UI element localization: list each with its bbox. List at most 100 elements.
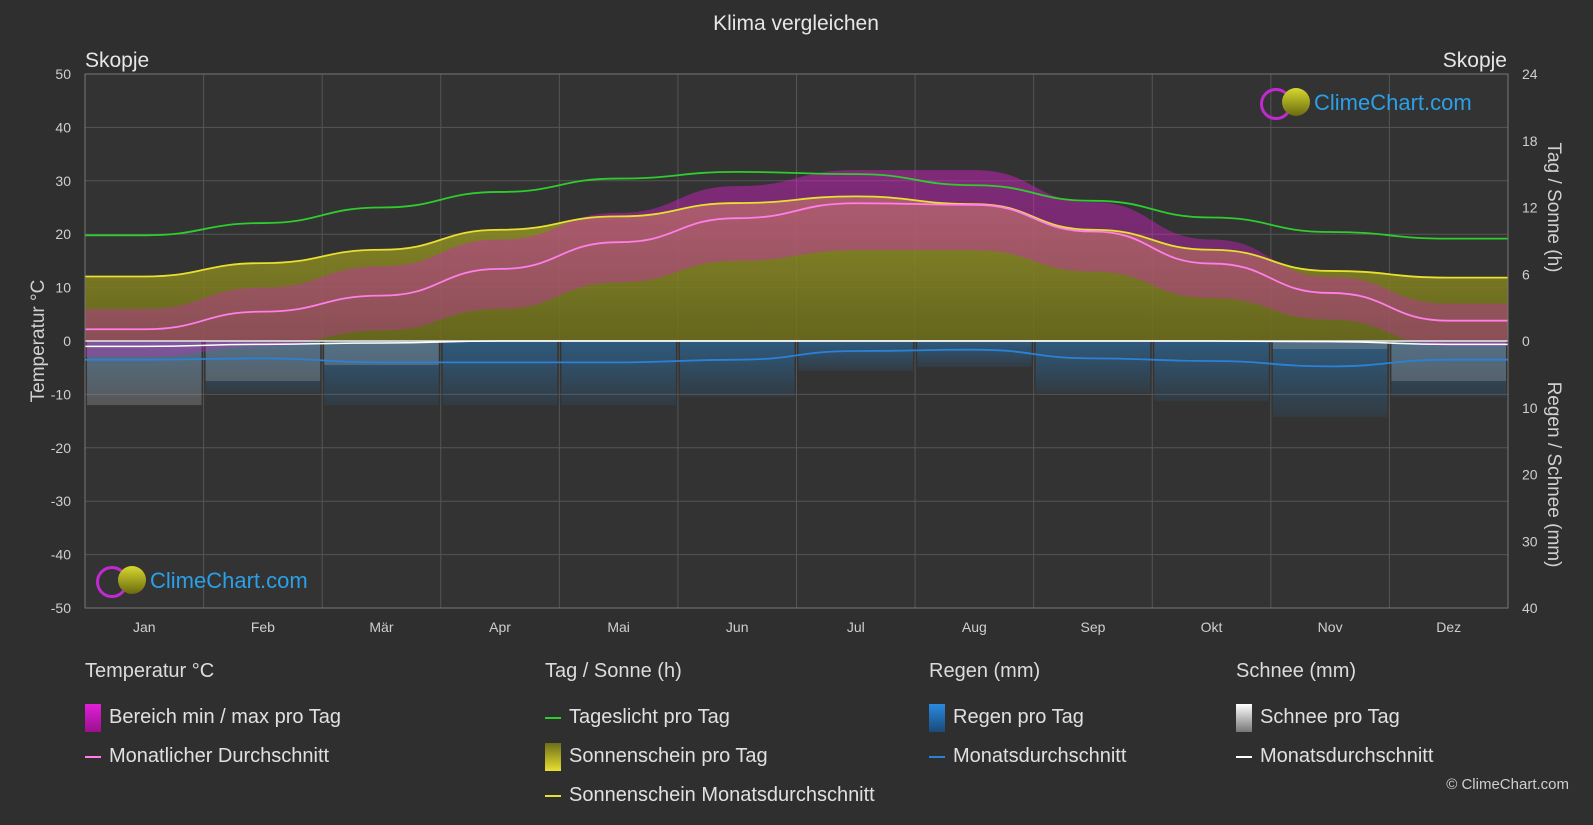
legend-label: Sonnenschein Monatsdurchschnitt — [569, 784, 875, 806]
location-left: Skopje — [85, 49, 149, 72]
y-right-bottom-tick-label: 40 — [1522, 600, 1538, 616]
legend-label: Regen pro Tag — [953, 706, 1084, 728]
copyright: © ClimeChart.com — [1446, 776, 1569, 793]
y-left-tick-label: -10 — [51, 386, 71, 402]
legend-temperature: Temperatur °C Bereich min / max pro Tag … — [85, 660, 341, 776]
x-tick-label: Jan — [133, 619, 156, 635]
logo-text: ClimeChart.com — [1314, 90, 1472, 115]
y-left-tick-label: 20 — [55, 226, 71, 242]
legend-header: Temperatur °C — [85, 660, 215, 682]
legend-item: Sonnenschein pro Tag — [545, 737, 875, 776]
rain-bar — [561, 341, 676, 406]
legend-item: Sonnenschein Monatsdurchschnitt — [545, 776, 875, 815]
legend-label: Bereich min / max pro Tag — [109, 706, 341, 728]
legend-item: Bereich min / max pro Tag — [85, 698, 341, 737]
sunshine-swatch — [545, 742, 561, 771]
rain-bar — [205, 341, 321, 394]
logo-bottom: ClimeChart.com — [96, 566, 308, 598]
legend-label: Monatsdurchschnitt — [1260, 745, 1434, 767]
sunshine-avg-line — [84, 195, 1508, 279]
y-right-bottom-tick-label: 20 — [1522, 467, 1538, 483]
rain-bar — [324, 341, 439, 406]
daylight-line — [85, 170, 1508, 240]
sunshine-avg-swatch — [545, 794, 561, 797]
location-right: Skopje — [1443, 49, 1507, 72]
axes: 50 40 30 20 10 0 -10 -20 -30 -40 -50 24 18 12 6 0 10 20 30… — [28, 66, 1564, 635]
y-left-tick-label: 50 — [55, 66, 71, 82]
y-right-top-tick-label: 18 — [1522, 133, 1538, 149]
legend-header: Tag / Sonne (h) — [545, 660, 682, 682]
y-left-tick-label: -20 — [51, 440, 71, 456]
y-left-axis-title: Temperatur °C — [28, 280, 49, 403]
legend-header: Schnee (mm) — [1236, 660, 1357, 682]
x-tick-label: Jun — [726, 619, 749, 635]
x-tick-label: Jul — [847, 619, 865, 635]
rain-avg-line — [85, 348, 1508, 368]
legend-label: Tageslicht pro Tag — [569, 706, 730, 728]
snow-swatch — [1236, 703, 1252, 732]
y-left-tick-label: 0 — [63, 333, 71, 349]
legend-item: Monatsdurchschnitt — [929, 737, 1126, 776]
legend-sun: Tag / Sonne (h) Tageslicht pro Tag Sonne… — [545, 660, 875, 815]
y-left-tick-label: 40 — [55, 119, 71, 135]
plot-area — [84, 73, 1509, 609]
x-tick-label: Dez — [1436, 619, 1461, 635]
y-left-tick-label: -30 — [51, 493, 71, 509]
legend-label: Schnee pro Tag — [1260, 706, 1400, 728]
x-tick-label: Okt — [1201, 619, 1223, 635]
x-tick-label: Aug — [962, 619, 987, 635]
y-right-top-axis-title: Tag / Sonne (h) — [1543, 143, 1564, 273]
y-right-bottom-tick-label: 30 — [1522, 533, 1538, 549]
temp-avg-line — [85, 202, 1508, 331]
y-right-top-tick-label: 6 — [1522, 266, 1530, 282]
legend-header: Regen (mm) — [929, 660, 1041, 682]
y-left-tick-label: 10 — [55, 280, 71, 296]
legend-label: Monatlicher Durchschnitt — [109, 745, 330, 767]
daylight-swatch — [545, 716, 561, 719]
legend-label: Sonnenschein pro Tag — [569, 745, 768, 767]
rain-bar — [917, 341, 1032, 368]
legend-item: Tageslicht pro Tag — [545, 698, 875, 737]
y-right-top-tick-label: 12 — [1522, 200, 1538, 216]
logo-top: ClimeChart.com — [1260, 88, 1472, 120]
legend-item: Regen pro Tag — [929, 698, 1126, 737]
y-right-top-tick-label: 24 — [1522, 66, 1538, 82]
x-tick-label: Sep — [1080, 619, 1105, 635]
legend-item: Monatlicher Durchschnitt — [85, 737, 341, 776]
y-left-tick-label: -40 — [51, 547, 71, 563]
logo-icon — [96, 566, 146, 598]
rain-swatch — [929, 703, 945, 732]
snow-bar — [1272, 341, 1388, 350]
legend-snow: Schnee (mm) Schnee pro Tag Monatsdurchsc… — [1236, 660, 1433, 776]
x-tick-label: Mai — [607, 619, 630, 635]
y-left-tick-label: -50 — [51, 600, 71, 616]
y-right-top-tick-label: 0 — [1522, 333, 1530, 349]
rain-bar — [1154, 341, 1269, 402]
logo-text: ClimeChart.com — [150, 568, 308, 593]
snow-avg-swatch — [1236, 755, 1252, 758]
rain-bar — [1391, 341, 1506, 398]
rain-avg-swatch — [929, 755, 945, 758]
y-right-bottom-tick-label: 10 — [1522, 400, 1538, 416]
temp-range-swatch — [85, 703, 101, 732]
legend-rain: Regen (mm) Regen pro Tag Monatsdurchschn… — [929, 660, 1126, 776]
y-left-tick-label: 30 — [55, 173, 71, 189]
rain-bar — [798, 341, 914, 372]
climate-chart: Klima vergleichen Skopje Skopje 50 40 30 20… — [28, 12, 1564, 635]
y-right-bottom-axis-title: Regen / Schnee (mm) — [1543, 382, 1564, 568]
legend-label: Monatsdurchschnitt — [953, 745, 1127, 767]
plot-border — [84, 73, 1509, 609]
temp-range-band — [85, 170, 1508, 358]
legend-item: Schnee pro Tag — [1236, 698, 1433, 737]
x-tick-label: Feb — [251, 619, 275, 635]
x-tick-label: Apr — [489, 619, 511, 635]
x-tick-label: Mär — [369, 619, 393, 635]
chart-title: Klima vergleichen — [713, 12, 879, 35]
legend-item: Monatsdurchschnitt — [1236, 737, 1433, 776]
rain-bar — [1035, 341, 1151, 394]
logo-icon — [1260, 88, 1310, 120]
temp-avg-swatch — [85, 755, 101, 758]
rain-bar — [1272, 341, 1388, 418]
snow-avg-line — [84, 340, 1508, 348]
x-tick-label: Nov — [1318, 619, 1343, 635]
